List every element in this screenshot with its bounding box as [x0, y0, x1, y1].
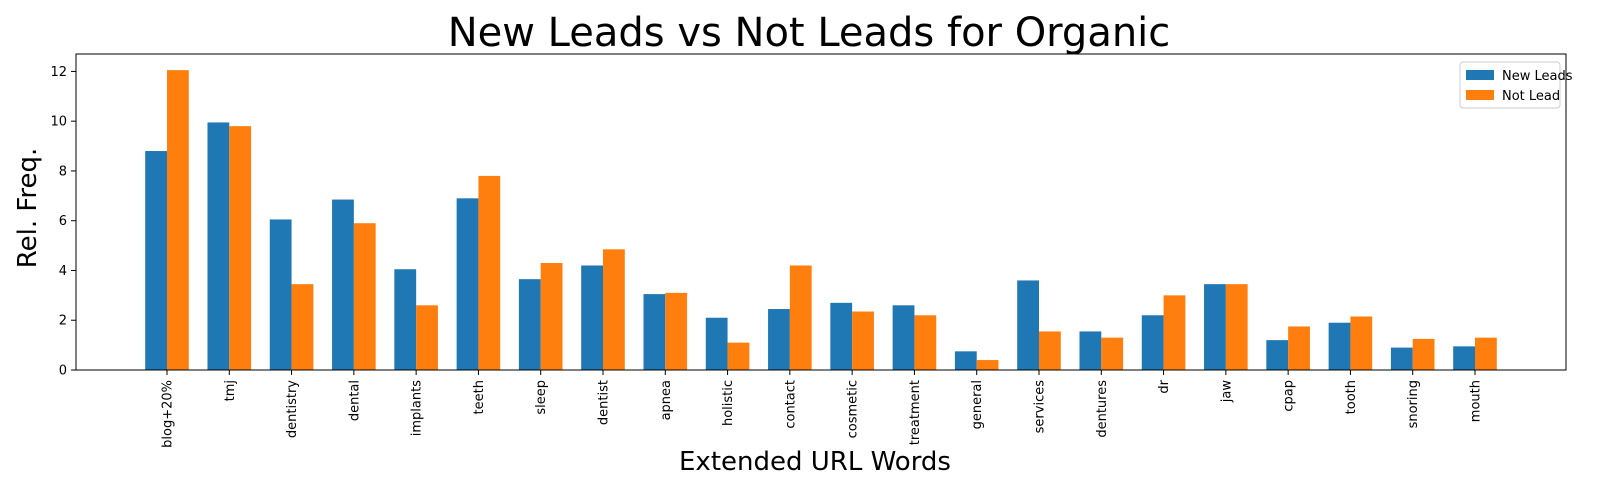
legend-swatch: [1466, 90, 1494, 100]
bar-new-leads: [1079, 331, 1102, 370]
plot-area: 0 2 4 6 8 10 12 blog+20% tmj dentistry dental impla…: [50, 53, 1567, 448]
bar-new-leads: [892, 305, 915, 370]
bar-new-leads: [394, 269, 417, 370]
y-tick-label: 2: [59, 314, 67, 329]
x-tick-label: services: [1033, 380, 1048, 434]
x-tick-label: cosmetic: [846, 380, 861, 438]
bar-not-lead: [789, 265, 812, 370]
x-axis-label: Extended URL Words: [679, 447, 951, 477]
y-tick-label: 0: [59, 364, 67, 379]
x-tick-label: contact: [783, 380, 798, 429]
x-tick-label: jaw: [1219, 380, 1234, 404]
bar-new-leads: [1204, 284, 1226, 370]
bar-new-leads: [705, 317, 728, 370]
legend: New Leads Not Lead: [1459, 61, 1573, 109]
bar-not-lead: [1288, 326, 1310, 370]
bar-not-lead: [976, 360, 999, 370]
x-tick-label: tooth: [1344, 380, 1359, 414]
bar-new-leads: [1390, 347, 1413, 370]
bar-not-lead: [1163, 295, 1186, 370]
y-axis-label: Rel. Freq.: [13, 148, 43, 269]
bar-not-lead: [1039, 331, 1061, 370]
bar-not-lead: [1475, 337, 1497, 370]
x-tick-label: sleep: [534, 380, 549, 415]
bar-not-lead: [353, 223, 376, 370]
bar-not-lead: [1101, 337, 1124, 370]
bar-new-leads: [830, 302, 853, 370]
bar-new-leads: [332, 199, 354, 370]
x-tick-label: blog+20%: [161, 380, 176, 448]
x-tick-label: general: [970, 380, 985, 429]
bar-not-lead: [665, 292, 688, 370]
legend-label: New Leads: [1502, 69, 1573, 84]
bar-new-leads: [643, 294, 666, 370]
x-tick-label: dentures: [1095, 380, 1110, 438]
x-tick-label: holistic: [721, 380, 736, 426]
bar-new-leads: [518, 279, 541, 370]
x-tick-label: dental: [347, 380, 362, 421]
x-tick-label: dentistry: [285, 380, 300, 438]
bar-not-lead: [416, 305, 438, 370]
chart-title: New Leads vs Not Leads for Organic: [448, 10, 1171, 56]
bar-new-leads: [207, 122, 230, 371]
bar-not-lead: [1350, 316, 1373, 370]
bar-new-leads: [456, 198, 479, 370]
bar-new-leads: [581, 265, 603, 370]
bar-new-leads: [269, 219, 292, 370]
legend-label: Not Lead: [1502, 89, 1560, 104]
bar-new-leads: [1266, 340, 1289, 370]
plot-frame: [75, 53, 1567, 371]
bar-not-lead: [291, 284, 314, 370]
x-tick-label: snoring: [1406, 380, 1421, 428]
y-tick-label: 4: [59, 264, 67, 279]
legend-swatch: [1466, 70, 1494, 80]
y-tick-label: 12: [50, 65, 67, 80]
x-tick-label: cpap: [1282, 380, 1297, 412]
x-tick-label: treatment: [908, 380, 923, 445]
x-tick-label: tmj: [223, 380, 238, 401]
bar-not-lead: [727, 342, 750, 370]
bar-not-lead: [852, 311, 874, 370]
bar-not-lead: [540, 263, 563, 370]
x-tick-label: dr: [1157, 379, 1172, 393]
x-tick-label: implants: [410, 380, 425, 436]
bar-not-lead: [478, 175, 501, 370]
bar-new-leads: [1017, 280, 1039, 370]
y-tick-label: 10: [50, 115, 67, 130]
bar-new-leads: [768, 309, 790, 370]
bar-new-leads: [954, 351, 977, 370]
y-tick-label: 6: [59, 214, 67, 229]
bar-not-lead: [914, 315, 937, 370]
bar-not-lead: [167, 70, 189, 371]
x-tick-label: teeth: [472, 380, 487, 414]
bar-not-lead: [1225, 284, 1248, 370]
x-tick-label: mouth: [1469, 380, 1484, 422]
bar-new-leads: [1328, 322, 1351, 370]
bar-new-leads: [1453, 346, 1475, 370]
bar-new-leads: [145, 151, 167, 370]
bar-not-lead: [603, 249, 625, 370]
x-tick-label: apnea: [659, 380, 674, 420]
bar-new-leads: [1141, 315, 1164, 370]
bar-not-lead: [229, 126, 252, 370]
bar-not-lead: [1412, 338, 1435, 370]
y-tick-label: 8: [59, 164, 67, 179]
x-tick-label: dentist: [597, 380, 612, 425]
